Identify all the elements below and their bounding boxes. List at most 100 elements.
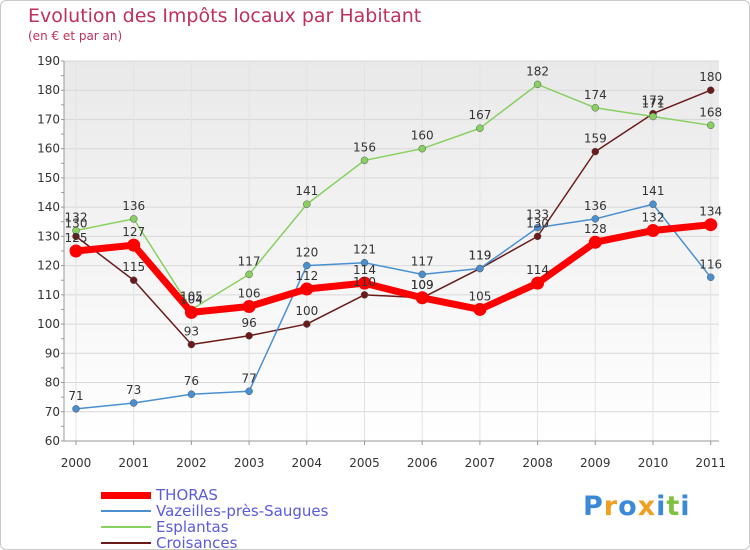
data-point bbox=[706, 273, 715, 282]
data-point bbox=[245, 332, 253, 340]
legend-label: Esplantas bbox=[156, 518, 229, 536]
plot-area bbox=[64, 61, 719, 441]
data-label: 114 bbox=[353, 263, 376, 277]
data-point bbox=[646, 224, 660, 238]
data-point bbox=[303, 320, 311, 328]
data-label: 106 bbox=[238, 287, 261, 301]
data-label: 141 bbox=[642, 184, 665, 198]
data-point bbox=[360, 291, 369, 299]
y-tick-label: 80 bbox=[45, 376, 60, 390]
plot-background bbox=[64, 61, 719, 441]
logo-letter: i bbox=[656, 491, 667, 522]
data-label: 105 bbox=[468, 289, 491, 303]
x-tick-label: 2008 bbox=[522, 456, 553, 470]
data-point bbox=[72, 226, 80, 235]
series-line bbox=[75, 83, 711, 311]
data-point bbox=[649, 112, 657, 121]
data-label: 160 bbox=[411, 129, 434, 143]
chart-subtitle: (en € et par an) bbox=[28, 29, 123, 43]
data-label: 128 bbox=[584, 222, 607, 236]
series-group bbox=[69, 80, 718, 413]
logo-letter: i bbox=[680, 491, 691, 522]
data-point bbox=[127, 238, 141, 252]
data-point bbox=[591, 215, 600, 223]
data-label: 182 bbox=[526, 64, 549, 78]
legend-item: THORAS bbox=[101, 487, 361, 503]
legend: THORAS Vazeilles-près-Saugues Esplantas Cro… bbox=[101, 487, 361, 550]
y-tick-label: 170 bbox=[37, 112, 60, 126]
data-point bbox=[591, 104, 600, 112]
data-label: 130 bbox=[65, 216, 88, 230]
y-tick-label: 180 bbox=[37, 83, 60, 97]
y-tick-label: 150 bbox=[37, 171, 60, 185]
data-point bbox=[72, 405, 80, 413]
series-line bbox=[75, 203, 712, 410]
legend-item: Vazeilles-près-Saugues bbox=[101, 503, 361, 519]
x-axis-ticks: 2000 2001 2002 2003 2004 2005 2006 2007 2008 2009… bbox=[61, 456, 726, 470]
data-label: 127 bbox=[122, 225, 145, 239]
x-tick-label: 2006 bbox=[407, 456, 438, 470]
y-tick-label: 100 bbox=[37, 317, 60, 331]
x-tick-label: 2011 bbox=[695, 456, 726, 470]
data-point bbox=[129, 399, 138, 407]
data-label: 133 bbox=[526, 208, 549, 222]
chart-title: Evolution des Impôts locaux par Habitant bbox=[28, 5, 422, 27]
data-label: 136 bbox=[584, 199, 607, 213]
axes bbox=[61, 60, 719, 445]
data-point bbox=[588, 235, 602, 249]
data-label: 109 bbox=[411, 278, 434, 292]
data-point bbox=[187, 340, 196, 349]
legend-item: Croisances bbox=[101, 534, 361, 550]
data-label: 117 bbox=[238, 254, 261, 268]
data-point bbox=[476, 124, 484, 132]
data-label: 180 bbox=[699, 70, 722, 84]
data-point bbox=[245, 270, 253, 279]
data-point bbox=[704, 218, 718, 232]
x-tick-label: 2000 bbox=[61, 456, 92, 470]
data-point bbox=[184, 305, 198, 319]
x-tick-label: 2010 bbox=[638, 456, 669, 470]
data-label: 134 bbox=[699, 205, 722, 219]
data-labels: 125 127 104 106 112 114 109 105 114 128 132 134 71 73… bbox=[65, 64, 723, 402]
y-tick-label: 140 bbox=[37, 200, 60, 214]
data-point bbox=[706, 121, 715, 130]
data-point bbox=[476, 264, 484, 273]
data-point bbox=[649, 200, 657, 208]
y-tick-label: 160 bbox=[37, 142, 60, 156]
series-line bbox=[75, 89, 711, 346]
data-point bbox=[415, 291, 429, 305]
logo-letter: t bbox=[666, 491, 681, 522]
data-point bbox=[418, 144, 426, 153]
legend-swatch bbox=[101, 526, 151, 528]
x-tick-label: 2004 bbox=[292, 456, 323, 470]
data-label: 105 bbox=[180, 289, 203, 303]
data-label: 159 bbox=[584, 132, 607, 146]
data-label: 117 bbox=[411, 254, 434, 268]
logo-letter: P bbox=[583, 491, 604, 522]
data-label: 76 bbox=[184, 374, 199, 388]
y-tick-label: 130 bbox=[37, 229, 60, 243]
data-point bbox=[300, 282, 314, 296]
x-tick-label: 2005 bbox=[349, 456, 380, 470]
data-label: 96 bbox=[241, 316, 256, 330]
y-tick-label: 190 bbox=[37, 54, 60, 68]
legend-label: Croisances bbox=[156, 534, 238, 550]
data-point bbox=[531, 276, 545, 290]
data-label: 114 bbox=[526, 263, 549, 277]
data-label: 172 bbox=[642, 94, 665, 108]
data-point bbox=[129, 276, 138, 284]
legend-label: Vazeilles-près-Saugues bbox=[156, 502, 329, 520]
proxiti-logo: Proxiti bbox=[583, 491, 691, 522]
data-point bbox=[245, 387, 253, 396]
data-label: 174 bbox=[584, 88, 607, 102]
data-point bbox=[187, 390, 196, 398]
data-label: 130 bbox=[526, 216, 549, 230]
data-label: 100 bbox=[295, 304, 318, 318]
data-label: 171 bbox=[642, 97, 665, 111]
data-point bbox=[706, 86, 715, 94]
logo-letter: x bbox=[637, 491, 657, 522]
x-tick-label: 2001 bbox=[118, 456, 149, 470]
data-label: 168 bbox=[699, 105, 722, 119]
